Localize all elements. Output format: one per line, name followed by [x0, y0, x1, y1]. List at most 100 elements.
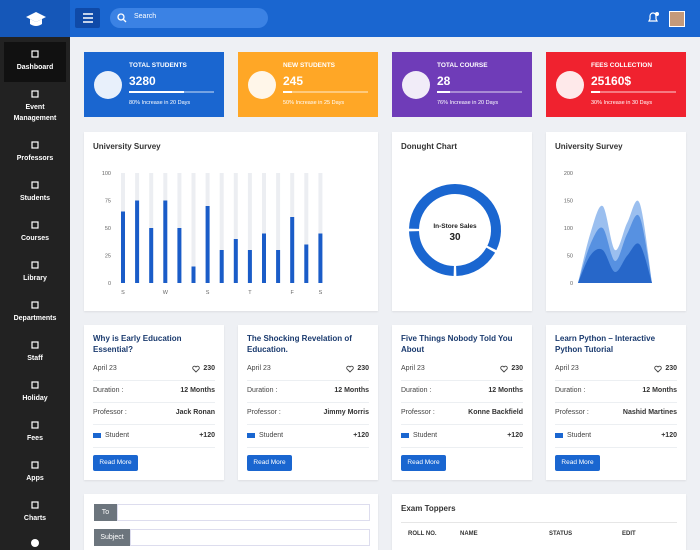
subject-label: Subject	[94, 529, 130, 546]
search-box[interactable]: Search	[110, 8, 268, 28]
menu-button[interactable]	[75, 8, 100, 28]
course-card: Five Things Nobody Told You About April 2…	[392, 325, 532, 480]
duration: 12 Months	[180, 387, 215, 394]
sidebar-label: Charts	[23, 515, 47, 522]
bar	[219, 250, 224, 283]
stat-note: 50% Increase in 25 Days	[283, 100, 345, 106]
top-bar	[0, 0, 700, 37]
progress-fill	[437, 91, 450, 93]
stat-title: FEES COLLECTION	[591, 62, 653, 69]
heart-icon[interactable]	[192, 365, 200, 373]
to-input[interactable]	[117, 504, 370, 521]
sidebar-item[interactable]: Charts	[4, 493, 66, 533]
row-divider	[93, 447, 215, 448]
professor-label: Professor :	[247, 409, 281, 416]
sidebar-item[interactable]: Professors	[4, 133, 66, 173]
sidebar-item[interactable]: Apps	[4, 453, 66, 493]
duration: 12 Months	[334, 387, 369, 394]
sidebar-item[interactable]: Courses	[4, 213, 66, 253]
stat-value: 3280	[129, 74, 156, 88]
x-tick-label: W	[163, 290, 169, 296]
icon-shape	[31, 341, 39, 349]
duration-label: Duration :	[93, 387, 124, 394]
progress-track	[437, 91, 522, 93]
chart-title: University Survey	[93, 142, 161, 151]
y-tick-label: 100	[564, 226, 573, 232]
students: +120	[661, 432, 677, 439]
progress-fill	[591, 91, 600, 93]
exam-toppers-card: Exam Toppers ROLL NO. NAME STATUS EDIT	[392, 494, 686, 550]
avatar[interactable]	[669, 11, 685, 27]
sidebar-item[interactable]: Students	[4, 173, 66, 213]
read-more-button[interactable]: Read More	[401, 455, 446, 471]
sidebar-more-icon[interactable]	[30, 538, 40, 548]
bar	[318, 233, 323, 283]
read-more-button[interactable]: Read More	[93, 455, 138, 471]
heart-icon[interactable]	[346, 365, 354, 373]
sidebar-icon	[31, 301, 39, 309]
student-icon	[93, 433, 101, 438]
bar	[304, 244, 309, 283]
course-card: Why is Early Education Essential? April 2…	[84, 325, 224, 480]
y-tick-label: 100	[102, 171, 111, 177]
bar-track	[233, 173, 238, 283]
sidebar-icon	[31, 501, 39, 509]
chart-card: Donught Chart In-Store Sales 30	[392, 132, 532, 311]
bar-track	[276, 173, 281, 283]
heart-shape	[654, 365, 662, 373]
logo[interactable]	[0, 0, 70, 37]
heart-icon[interactable]	[500, 365, 508, 373]
y-tick-label: 150	[564, 199, 573, 205]
bar	[177, 228, 182, 283]
stat-note: 76% Increase in 20 Days	[437, 100, 499, 106]
row-divider	[555, 402, 677, 403]
sidebar-label: Library	[23, 275, 47, 282]
read-more-button[interactable]: Read More	[247, 455, 292, 471]
subject-input[interactable]	[130, 529, 370, 546]
row-divider	[555, 380, 677, 381]
y-tick-label: 50	[567, 254, 573, 260]
duration-label: Duration :	[401, 387, 432, 394]
course-date: April 23	[247, 365, 271, 372]
stat-value: 25160$	[591, 74, 632, 88]
y-tick-label: 0	[108, 281, 111, 287]
sidebar-item[interactable]: Staff	[4, 333, 66, 373]
likes: 230	[511, 365, 523, 372]
icon-shape	[31, 261, 39, 269]
read-more-button[interactable]: Read More	[555, 455, 600, 471]
chart: 0 25 50 75 100 S W S T F S	[102, 171, 323, 296]
sidebar-item[interactable]: Dashboard	[4, 42, 66, 82]
student-label: Student	[259, 432, 284, 439]
bar-track	[219, 173, 224, 283]
bar	[233, 239, 238, 283]
stat-value: 245	[283, 74, 304, 88]
course-title: Learn Python – Interactive Python Tutori…	[555, 334, 656, 354]
x-tick-label: S	[206, 290, 210, 296]
chart: In-Store Sales 30	[409, 184, 501, 276]
heart-icon[interactable]	[654, 365, 662, 373]
progress-track	[129, 91, 214, 93]
sidebar-icon	[31, 221, 39, 229]
duration: 12 Months	[488, 387, 523, 394]
sidebar-item[interactable]: Library	[4, 253, 66, 293]
sidebar-item[interactable]: Holiday	[4, 373, 66, 413]
sidebar-label: Holiday	[22, 395, 48, 402]
donut-segment	[409, 184, 501, 251]
donut-segment	[455, 247, 496, 276]
student-label: Student	[567, 432, 592, 439]
bar	[121, 211, 125, 283]
logo-icon	[26, 12, 46, 26]
sidebar-item[interactable]: Departments	[4, 293, 66, 333]
column-header: ROLL NO.	[408, 531, 437, 537]
professor-label: Professor :	[93, 409, 127, 416]
donut-center-value: 30	[449, 232, 461, 243]
sidebar-item[interactable]: Event Management	[4, 82, 66, 133]
bar-track	[191, 173, 196, 283]
notification-icon[interactable]	[646, 11, 660, 25]
row-divider	[401, 447, 523, 448]
menu-icon	[83, 13, 93, 23]
sidebar-item[interactable]: Fees	[4, 413, 66, 453]
sidebar-label: Departments	[13, 315, 57, 322]
stat-card: FEES COLLECTION 25160$ 30% Increase in 30 …	[546, 52, 686, 117]
bar	[262, 233, 266, 283]
